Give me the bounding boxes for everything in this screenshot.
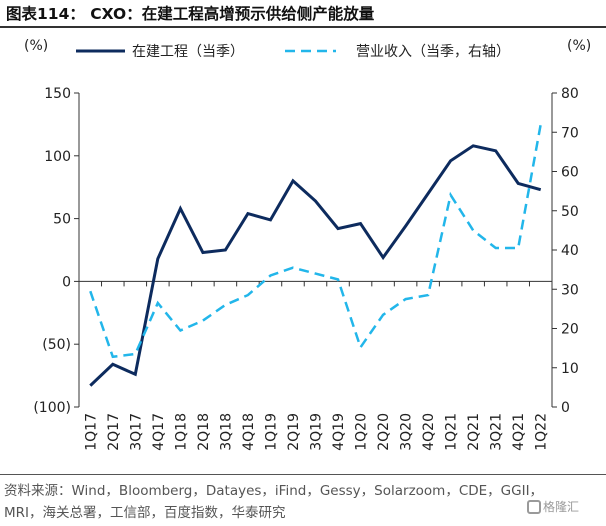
watermark-logo-icon [527, 500, 541, 514]
x-tick-label: 4Q21 [511, 413, 527, 451]
left-tick-label: 0 [62, 274, 71, 290]
x-tick-label: 2Q21 [466, 413, 482, 451]
x-tick-label: 1Q18 [173, 413, 189, 451]
right-tick-label: 40 [561, 243, 579, 259]
right-tick-label: 10 [561, 361, 579, 377]
x-tick-label: 1Q22 [534, 413, 550, 451]
right-tick-label: 20 [561, 322, 579, 338]
right-axis-unit: (%) [567, 38, 592, 54]
x-tick-label: 3Q20 [399, 413, 415, 451]
x-tick-label: 2Q17 [106, 413, 122, 451]
x-tick-label: 4Q17 [151, 413, 167, 451]
left-tick-label: (50) [42, 337, 71, 353]
right-tick-label: 0 [561, 400, 570, 416]
x-tick-label: 3Q21 [489, 413, 505, 451]
footer-divider [0, 474, 606, 475]
x-tick-label: 3Q19 [309, 413, 325, 451]
x-tick-label: 4Q20 [421, 413, 437, 451]
x-tick-label: 1Q20 [354, 413, 370, 451]
watermark-text: 格隆汇 [543, 500, 580, 514]
x-tick-label: 2Q20 [376, 413, 392, 451]
legend: 在建工程（当季） 营业收入（当季，右轴） [76, 44, 510, 60]
x-tick-label: 1Q21 [444, 413, 460, 451]
right-tick-label: 60 [561, 165, 579, 181]
title-divider [0, 26, 606, 28]
left-tick-label: 150 [44, 86, 71, 102]
x-tick-label: 4Q18 [241, 413, 257, 451]
series-line-construction [89, 144, 542, 387]
left-tick-label: 50 [53, 212, 71, 228]
x-tick-label: 3Q18 [218, 413, 234, 451]
legend-label-construction: 在建工程（当季） [132, 44, 244, 60]
source-note: 资料来源：Wind，Bloomberg，Datayes，iFind，Gessy，… [4, 483, 544, 521]
x-tick-label: 4Q19 [331, 413, 347, 451]
x-tick-label: 1Q19 [263, 413, 279, 451]
axes: (100) (50) 0 50 100 150 0 10 20 30 40 50 60 70 80 1Q17 2… [33, 86, 578, 451]
x-tick-label: 1Q17 [83, 413, 99, 451]
left-tick-label: (100) [33, 400, 71, 416]
series-lines [89, 124, 542, 387]
legend-label-revenue: 营业收入（当季，右轴） [356, 44, 510, 60]
chart-title: 图表114： CXO：在建工程高增预示供给侧产能放量 [6, 5, 375, 23]
right-tick-label: 80 [561, 86, 579, 102]
x-tick-label: 3Q17 [128, 413, 144, 451]
right-tick-label: 70 [561, 125, 579, 141]
x-tick-label: 2Q18 [196, 413, 212, 451]
series-line-revenue [89, 124, 542, 359]
left-tick-label: 100 [44, 149, 71, 165]
right-tick-label: 50 [561, 204, 579, 220]
right-tick-label: 30 [561, 282, 579, 298]
x-tick-label: 2Q19 [286, 413, 302, 451]
left-axis-unit: (%) [24, 38, 49, 54]
